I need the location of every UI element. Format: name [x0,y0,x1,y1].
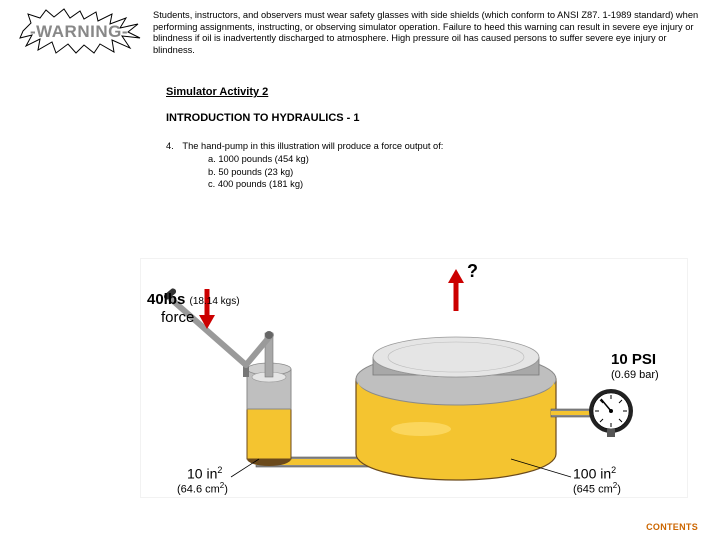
psi-value: 10 PSI [611,351,656,368]
small-area: 10 in2 [187,465,222,482]
hydraulics-diagram: 40lbs (18.14 kgs) force ? 10 PSI (0.69 b… [140,258,688,498]
warning-label: -WARNING- [30,22,128,42]
question-option: b. 50 pounds (23 kg) [208,166,720,179]
force-value: 40lbs (18.14 kgs) [147,291,240,308]
large-area: 100 in2 [573,465,616,482]
question-block: 4. The hand-pump in this illustration wi… [166,140,720,190]
large-area-sub: (645 cm2) [573,481,621,496]
contents-link[interactable]: CONTENTS [646,522,698,532]
psi-sub: (0.69 bar) [611,369,659,381]
warning-text: Students, instructors, and observers mus… [153,8,702,56]
intro-title: INTRODUCTION TO HYDRAULICS - 1 [166,112,720,124]
question-option: c. 400 pounds (181 kg) [208,178,720,191]
small-area-sub: (64.6 cm2) [177,481,228,496]
question-prompt: The hand-pump in this illustration will … [182,141,443,151]
question-option: a. 1000 pounds (454 kg) [208,153,720,166]
question-number: 4. [166,140,180,153]
warning-starburst: -WARNING- [18,8,143,54]
activity-title: Simulator Activity 2 [166,86,720,98]
force-word: force [161,309,194,326]
output-question-mark: ? [467,261,478,282]
